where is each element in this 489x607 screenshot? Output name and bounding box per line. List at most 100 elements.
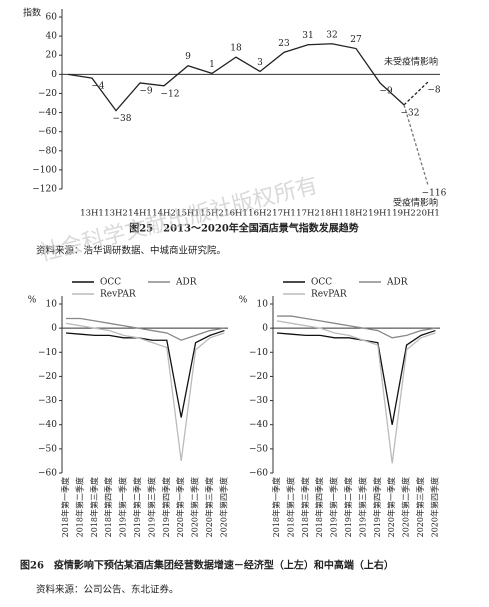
x-tick-label: 2018年第二季度 bbox=[74, 477, 84, 537]
data-label: 23 bbox=[278, 39, 290, 49]
data-line bbox=[65, 322, 225, 462]
y-tick-label: 0 bbox=[262, 324, 268, 334]
x-tick-label: 20H1 bbox=[416, 209, 440, 219]
x-tick-label: 19H1 bbox=[368, 209, 392, 219]
caption: 图25 2013～2020年全国酒店景气指数发展趋势 bbox=[129, 222, 359, 235]
data-label: 27 bbox=[350, 35, 362, 45]
data-label: −116 bbox=[422, 189, 447, 199]
x-tick-label: 2018年第三季度 bbox=[300, 477, 310, 537]
legend-label: RevPAR bbox=[100, 290, 136, 300]
y-tick-label: −30 bbox=[249, 396, 268, 406]
x-tick-label: 2020年第四季度 bbox=[429, 477, 439, 537]
data-label: −8 bbox=[427, 85, 441, 95]
source: 资料来源：公司公告、东北证券。 bbox=[36, 584, 179, 596]
data-label: 1 bbox=[209, 60, 215, 70]
x-tick-label: 17H2 bbox=[296, 209, 320, 219]
data-line bbox=[66, 317, 225, 341]
x-tick-label: 2019年第三季度 bbox=[357, 477, 367, 537]
y-tick-label: −50 bbox=[38, 444, 57, 454]
x-tick-label: 18H2 bbox=[344, 209, 368, 219]
data-label: −4 bbox=[91, 82, 105, 92]
y-tick-label: 60 bbox=[46, 13, 58, 23]
x-tick-label: 13H2 bbox=[104, 209, 128, 219]
x-tick-label: 2018年第三季度 bbox=[89, 477, 99, 537]
y-tick-label: −50 bbox=[249, 444, 268, 454]
y-tick-label: −10 bbox=[38, 348, 57, 358]
x-tick-label: 2018年第二季度 bbox=[285, 477, 295, 537]
data-line bbox=[277, 315, 436, 339]
y-tick-label: −20 bbox=[249, 372, 268, 382]
y-tick-label: 10 bbox=[257, 300, 269, 310]
data-label: 32 bbox=[326, 30, 337, 40]
x-tick-label: 2018年第四季度 bbox=[103, 477, 113, 537]
caption: 图26 疫情影响下预估某酒店集团经营数据增速－经济型（上左）和中高端（上右） bbox=[20, 559, 394, 572]
y-tick-label: 40 bbox=[46, 32, 58, 42]
series-label: 受疫情影响 bbox=[393, 197, 438, 209]
x-tick-label: 2020年第一季度 bbox=[386, 477, 396, 537]
data-line bbox=[276, 320, 436, 464]
x-tick-label: 13H1 bbox=[80, 209, 104, 219]
y-axis-label: 指数 bbox=[23, 7, 41, 19]
data-line bbox=[67, 43, 405, 112]
x-tick-label: 2020年第三季度 bbox=[204, 477, 214, 537]
x-tick-label: 2019年第二季度 bbox=[343, 477, 353, 537]
x-tick-label: 18H1 bbox=[320, 209, 344, 219]
data-label: −38 bbox=[113, 114, 132, 124]
y-tick-label: 0 bbox=[51, 70, 57, 80]
x-tick-label: 2020年第二季度 bbox=[401, 477, 411, 537]
y-tick-label: −80 bbox=[38, 146, 57, 156]
data-label: 3 bbox=[257, 58, 263, 68]
y-tick-label: −40 bbox=[249, 420, 268, 430]
x-tick-label: 14H1 bbox=[128, 209, 152, 219]
x-tick-label: 2019年第一季度 bbox=[118, 477, 128, 537]
x-tick-label: 17H1 bbox=[272, 209, 296, 219]
x-tick-label: 2019年第二季度 bbox=[132, 477, 142, 537]
y-tick-label: −60 bbox=[249, 469, 268, 479]
y-tick-label: −20 bbox=[38, 89, 57, 99]
data-label: 31 bbox=[302, 31, 313, 41]
y-tick-label: −40 bbox=[38, 420, 57, 430]
y-tick-label: 20 bbox=[46, 51, 58, 61]
y-tick-label: −100 bbox=[32, 165, 57, 175]
y-tick-label: −60 bbox=[38, 469, 57, 479]
legend-label: OCC bbox=[311, 278, 332, 288]
legend-label: OCC bbox=[100, 278, 121, 288]
source: 资料来源：浩华调研数据、中城商业研究院。 bbox=[36, 245, 226, 257]
x-tick-label: 16H1 bbox=[224, 209, 248, 219]
y-tick-label: −60 bbox=[38, 127, 57, 137]
x-tick-label: 2020年第一季度 bbox=[175, 477, 185, 537]
x-tick-label: 2019年第三季度 bbox=[146, 477, 156, 537]
x-tick-label: 2020年第四季度 bbox=[218, 477, 228, 537]
y-tick-label: −120 bbox=[32, 185, 57, 195]
data-label: −9 bbox=[139, 86, 153, 96]
x-tick-label: 2019年第四季度 bbox=[372, 477, 382, 537]
x-tick-label: 15H1 bbox=[176, 209, 200, 219]
data-label: 9 bbox=[185, 52, 191, 62]
legend-label: RevPAR bbox=[311, 290, 347, 300]
x-tick-label: 2019年第一季度 bbox=[329, 477, 339, 537]
x-tick-label: 16H2 bbox=[248, 209, 272, 219]
series-label: 未受疫情影响 bbox=[384, 55, 438, 67]
x-tick-label: 2019年第四季度 bbox=[161, 477, 171, 537]
y-tick-label: −40 bbox=[38, 108, 57, 118]
data-label: −9 bbox=[379, 86, 393, 96]
x-tick-label: 2018年第一季度 bbox=[60, 477, 70, 537]
x-tick-label: 2020年第二季度 bbox=[190, 477, 200, 537]
y-tick-label: −10 bbox=[249, 348, 268, 358]
y-tick-label: −20 bbox=[38, 372, 57, 382]
x-tick-label: 15H2 bbox=[200, 209, 224, 219]
data-line bbox=[65, 329, 225, 418]
legend-label: ADR bbox=[175, 278, 197, 288]
data-line bbox=[403, 81, 429, 106]
y-tick-label: 0 bbox=[51, 324, 57, 334]
data-line bbox=[276, 329, 436, 425]
y-tick-label: −30 bbox=[38, 396, 57, 406]
x-tick-label: 19H2 bbox=[392, 209, 416, 219]
data-label: −32 bbox=[401, 108, 420, 118]
data-line bbox=[403, 104, 429, 186]
legend-label: ADR bbox=[386, 278, 408, 288]
data-label: 18 bbox=[230, 44, 242, 54]
x-tick-label: 2020年第三季度 bbox=[415, 477, 425, 537]
x-tick-label: 2018年第一季度 bbox=[271, 477, 281, 537]
